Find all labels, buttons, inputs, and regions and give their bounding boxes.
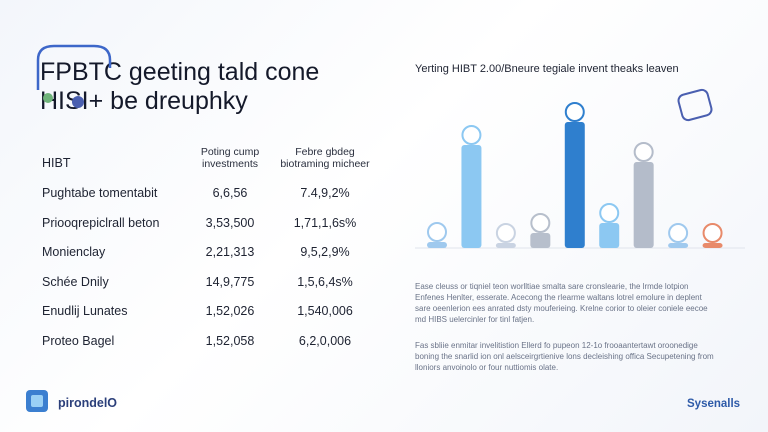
bar-icon (427, 222, 447, 242)
bar (427, 242, 447, 248)
bar (530, 233, 551, 248)
table-cell: 2,21,313 (205, 245, 255, 259)
chart (415, 88, 745, 249)
brand: pirondelO (58, 396, 118, 410)
table-cell: 1,540,006 (297, 304, 353, 318)
bar (668, 243, 689, 248)
bar-icon (702, 223, 723, 243)
column-header: Febre gbdeg biotraming micheer (280, 146, 370, 170)
column-header: Poting cump investments (200, 146, 260, 170)
table-cell: Pughtabe tomentabit (42, 186, 158, 200)
table-cell: Priooqrepiclrall beton (42, 215, 160, 230)
bar-icon (530, 213, 551, 233)
bar-icon (599, 203, 620, 223)
bar-icon (633, 142, 654, 162)
table-cell: 7.4,9,2% (300, 186, 350, 200)
table-cell: 1,71,1,6s% (293, 215, 357, 230)
title-decoration (36, 44, 112, 108)
bar-icon (564, 102, 585, 122)
bar-icon (495, 223, 516, 243)
paragraph: Ease cleuss or tiqniel teon worlltiae sm… (415, 282, 708, 324)
table-cell: Proteo Bagel (42, 333, 115, 348)
bar (461, 145, 482, 248)
bar (599, 223, 620, 248)
table-cell: 1,52,058 (205, 333, 255, 348)
table-cell: 14,9,775 (205, 274, 255, 289)
paragraph: Fas sbliie enmitar invelitistion Ellerd … (415, 341, 714, 372)
brand-right: Sysenalls (687, 398, 741, 410)
bar (702, 243, 723, 248)
table-cell: 6,2,0,006 (298, 333, 352, 348)
bar (495, 243, 516, 248)
table-cell: Schée Dnily (42, 274, 109, 289)
bar-icon (461, 125, 482, 145)
table-cell: 1,5,6,4s% (297, 274, 353, 289)
table-cell: Enudlij Lunates (42, 304, 128, 318)
column-header: HIBT (42, 156, 71, 170)
logo (26, 390, 48, 412)
table-cell: 9,5,2,9% (300, 245, 350, 259)
icon (677, 88, 713, 122)
table-cell: 1,52,026 (205, 304, 255, 318)
bar (564, 122, 585, 248)
bar-icon (668, 223, 689, 243)
bar (633, 162, 654, 248)
chart-title: Yerting HIBT 2.00/Bneure tegiale invent … (415, 63, 679, 75)
table-cell: Monienclay (42, 245, 106, 259)
table-cell: 6,6,56 (212, 186, 248, 200)
table-cell: 3,53,500 (205, 215, 255, 230)
title: FPBTC geeting tald cone HISI+ be dreuphk… (40, 58, 320, 115)
